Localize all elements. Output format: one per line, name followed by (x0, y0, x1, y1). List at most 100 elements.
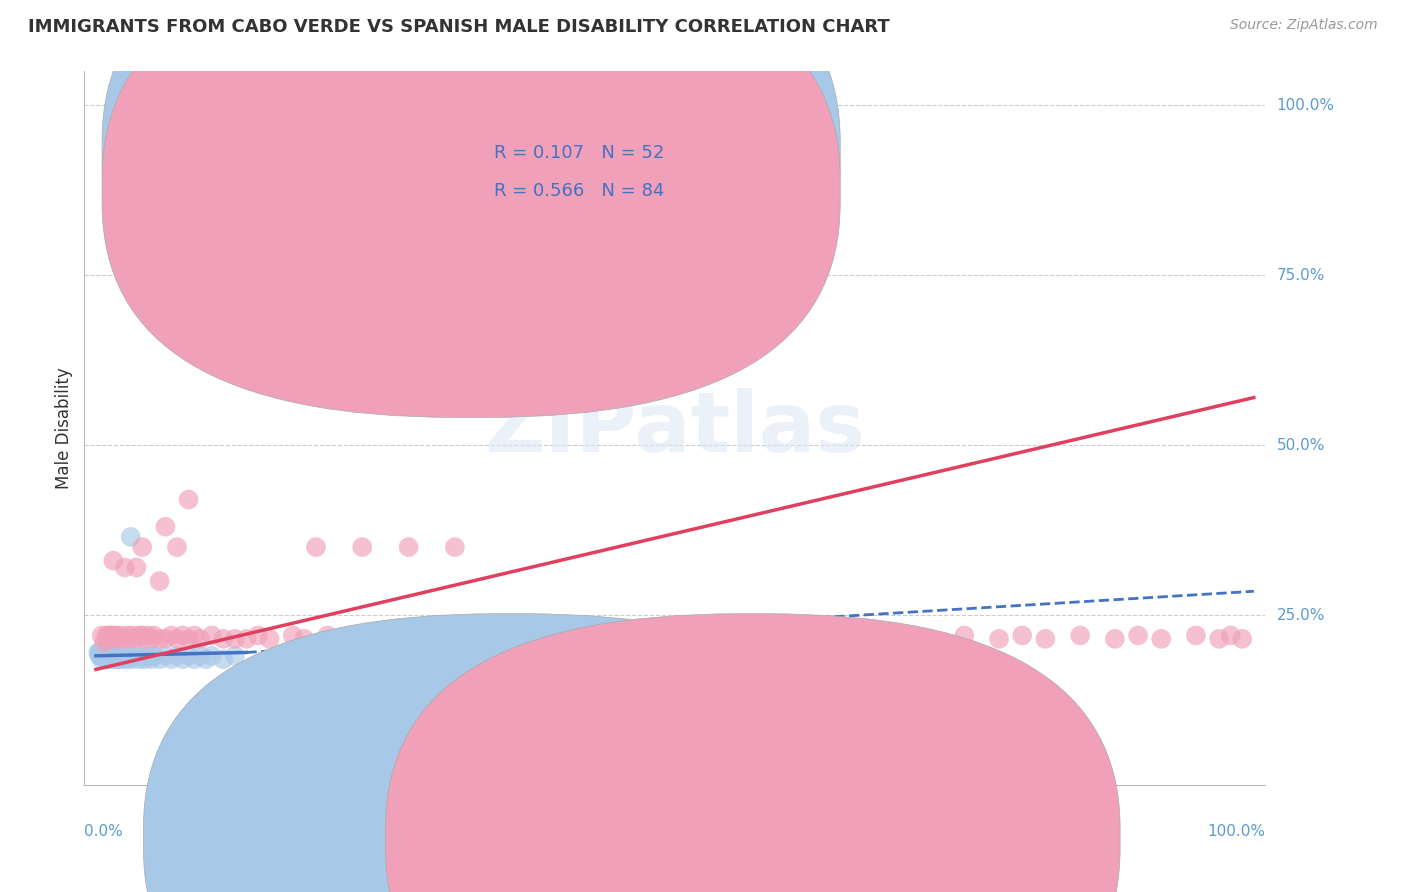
Point (432, 628, 454, 642)
Point (96, 648, 118, 663)
Point (953, 628, 976, 642)
Point (101, 632, 124, 646)
Point (134, 632, 156, 646)
Point (456, 632, 478, 646)
Point (89, 648, 111, 663)
Point (96, 652, 118, 666)
Point (838, 632, 860, 646)
Point (94, 648, 117, 663)
Point (125, 560, 148, 574)
Point (103, 628, 125, 642)
Text: 25.0%: 25.0% (1277, 607, 1324, 623)
Point (114, 560, 136, 574)
Point (136, 628, 159, 642)
Point (97, 648, 120, 663)
Point (177, 632, 200, 646)
Point (125, 648, 148, 663)
Point (339, 632, 361, 646)
Point (183, 628, 205, 642)
Point (120, 648, 142, 663)
Point (120, 530, 142, 544)
Point (259, 632, 281, 646)
Point (160, 628, 183, 642)
Point (93, 645, 115, 659)
Point (444, 540, 467, 554)
Point (183, 652, 205, 666)
Point (398, 540, 420, 554)
Point (374, 628, 396, 642)
Point (142, 648, 165, 663)
Text: 75.0%: 75.0% (1277, 268, 1324, 283)
Point (105, 648, 128, 663)
Y-axis label: Male Disability: Male Disability (55, 368, 73, 489)
Point (103, 648, 125, 663)
Point (93, 648, 115, 663)
Point (166, 540, 188, 554)
Point (103, 648, 125, 663)
Point (141, 652, 163, 666)
Point (90, 652, 112, 666)
Point (96, 628, 118, 642)
Text: R = 0.107   N = 52: R = 0.107 N = 52 (494, 144, 665, 161)
Point (524, 632, 547, 646)
Point (160, 652, 183, 666)
Point (247, 628, 270, 642)
Point (918, 632, 941, 646)
Point (155, 648, 177, 663)
Point (1150, 632, 1173, 646)
Point (141, 632, 163, 646)
Point (1232, 632, 1254, 646)
Point (606, 628, 628, 642)
Point (105, 628, 128, 642)
Point (316, 628, 339, 642)
Point (105, 652, 128, 666)
Point (194, 652, 217, 666)
Point (721, 628, 744, 642)
Point (136, 648, 159, 663)
Point (98, 632, 121, 646)
Point (571, 632, 593, 646)
Point (87, 645, 110, 659)
Point (172, 652, 194, 666)
Text: 100.0%: 100.0% (1208, 824, 1265, 838)
Point (110, 648, 132, 663)
Point (90, 645, 112, 659)
Point (142, 628, 165, 642)
Text: Immigrants from Cabo Verde: Immigrants from Cabo Verde (531, 830, 752, 846)
Point (103, 554, 125, 568)
Point (100, 628, 122, 642)
Point (108, 648, 131, 663)
Point (489, 628, 512, 642)
Point (292, 632, 315, 646)
Point (1104, 632, 1126, 646)
Point (90, 648, 112, 663)
Text: ZIPatlas: ZIPatlas (485, 388, 865, 468)
Point (201, 628, 224, 642)
Point (1069, 628, 1091, 642)
Text: 50.0%: 50.0% (1277, 438, 1324, 452)
Point (108, 652, 131, 666)
Point (212, 652, 235, 666)
Point (1126, 628, 1149, 642)
Point (149, 632, 172, 646)
Point (352, 540, 374, 554)
FancyBboxPatch shape (103, 0, 841, 417)
FancyBboxPatch shape (439, 132, 710, 225)
Point (122, 652, 145, 666)
Point (129, 628, 152, 642)
Point (201, 648, 224, 663)
Point (188, 632, 211, 646)
Point (131, 540, 153, 554)
Point (122, 628, 145, 642)
Point (114, 648, 136, 663)
Point (1011, 628, 1033, 642)
Text: R = 0.566   N = 84: R = 0.566 N = 84 (494, 182, 665, 200)
Point (212, 632, 235, 646)
Point (108, 632, 131, 646)
FancyBboxPatch shape (103, 0, 841, 380)
Text: Spanish: Spanish (773, 830, 834, 846)
Point (155, 632, 177, 646)
Point (114, 632, 136, 646)
Point (664, 628, 686, 642)
Point (103, 632, 125, 646)
